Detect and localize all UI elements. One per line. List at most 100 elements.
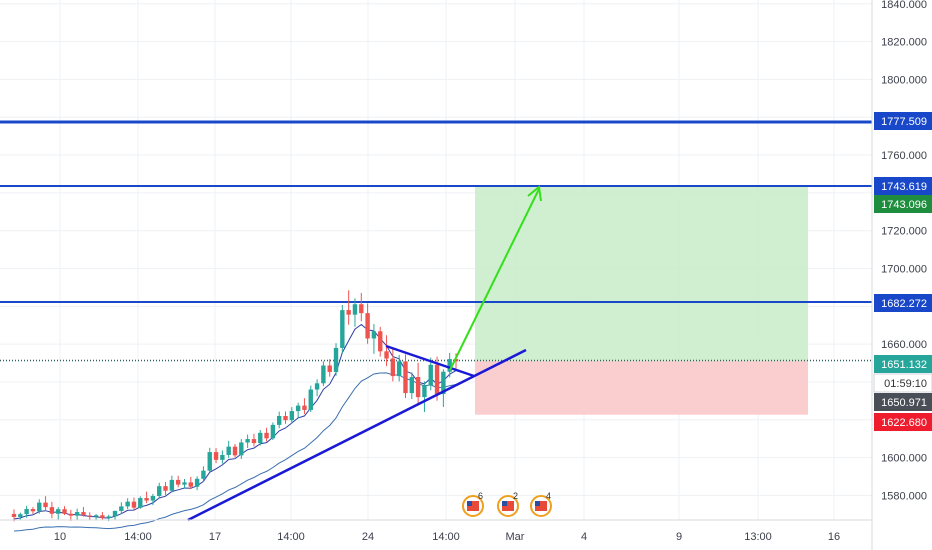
- flag-stripes: [502, 501, 514, 511]
- rising-trendline: [187, 348, 527, 522]
- candle-body: [308, 389, 313, 410]
- flag-canton: [502, 501, 507, 506]
- price-tick-label: 1600.000: [881, 453, 927, 465]
- position-zones: [475, 187, 808, 415]
- price-badge-bg: [874, 355, 932, 373]
- candle-body: [232, 446, 238, 456]
- candle-body: [352, 304, 358, 315]
- price-tick-label: 1700.000: [881, 264, 927, 276]
- us-flag-icon[interactable]: 6: [462, 491, 484, 517]
- horizontal-lines[interactable]: [0, 120, 872, 362]
- candle-body: [327, 365, 332, 372]
- candle-body: [163, 486, 168, 491]
- price-axis-bg: [872, 0, 932, 550]
- candle-body: [157, 486, 162, 496]
- price-badge-bg: [873, 373, 932, 393]
- price-badge-bg: [874, 112, 932, 130]
- candle-body: [453, 359, 459, 362]
- flag-canton: [467, 501, 472, 506]
- candle-body: [302, 405, 307, 410]
- time-tick-label: 14:00: [124, 531, 152, 543]
- candle-body: [119, 506, 124, 511]
- candle-body: [37, 502, 42, 512]
- candle-body: [314, 383, 320, 390]
- candle-body: [24, 509, 29, 515]
- flag-canton: [535, 501, 540, 506]
- time-tick-label: 4: [581, 531, 587, 543]
- falling-trendline: [385, 344, 475, 378]
- event-count: 4: [546, 491, 551, 501]
- time-tick-label: 13:00: [744, 531, 772, 543]
- target-zone: [475, 187, 808, 361]
- candle-body: [11, 513, 17, 517]
- candle-body: [359, 304, 364, 314]
- price-badge-label: 1682.272: [881, 298, 927, 310]
- candle-body: [106, 516, 111, 518]
- candle-body: [194, 478, 200, 487]
- price-tick-label: 1840.000: [881, 0, 927, 11]
- candle-body: [56, 509, 61, 514]
- candle-body: [441, 371, 446, 395]
- candle-body: [258, 432, 263, 444]
- price-badge-bg: [874, 177, 932, 195]
- candle-body: [251, 439, 257, 444]
- us-flag-icon[interactable]: 2: [497, 491, 519, 517]
- candle-body: [201, 470, 206, 479]
- candle-body: [18, 514, 23, 517]
- price-badge-label: 01:59:10: [884, 378, 927, 390]
- candle-body: [175, 479, 181, 485]
- candle-body: [403, 361, 408, 394]
- us-flag-icon[interactable]: 4: [530, 491, 552, 517]
- candle-body: [396, 361, 402, 377]
- candle-body: [428, 364, 433, 386]
- event-count: 2: [513, 491, 518, 501]
- price-badge-label: 1651.132: [881, 359, 927, 371]
- candle-body: [321, 365, 326, 384]
- candle-body: [112, 510, 118, 517]
- candle-body: [447, 359, 452, 372]
- price-badges: 1777.509 1743.619 1743.096 1682.272 1651.132…: [873, 112, 932, 431]
- event-count: 6: [478, 491, 483, 501]
- price-badge-label: 1743.619: [881, 181, 927, 193]
- candle-body: [213, 452, 219, 460]
- candle-body: [49, 507, 55, 514]
- candle-body: [43, 502, 48, 508]
- candle-body: [30, 509, 36, 512]
- time-tick-label: 10: [54, 531, 66, 543]
- candle-body: [422, 385, 427, 398]
- price-badge-bg: [874, 393, 932, 411]
- candle-body: [125, 501, 130, 507]
- candle-body: [378, 331, 383, 352]
- candle-body: [169, 479, 175, 491]
- candle-body: [144, 498, 149, 501]
- flag-stripes: [535, 501, 547, 511]
- candle-body: [390, 358, 396, 377]
- candle-body: [207, 452, 212, 471]
- price-tick-label: 1800.000: [881, 74, 927, 86]
- candle-body: [264, 432, 269, 439]
- slow-moving-average-line: [13, 372, 457, 532]
- time-axis[interactable]: 10 14:00 17 14:00 24 14:00 Mar 4 9 13:00 16: [0, 519, 872, 543]
- event-markers[interactable]: 6 2 4: [462, 491, 552, 517]
- price-tick-label: 1820.000: [881, 37, 927, 49]
- price-tick-label: 1580.000: [881, 490, 927, 502]
- candle-body: [346, 310, 351, 315]
- candle-body: [365, 313, 370, 339]
- candle-body: [384, 351, 389, 359]
- price-tick-label: 1760.000: [881, 150, 927, 162]
- candle-body: [150, 495, 156, 501]
- price-tick-label: 1660.000: [881, 339, 927, 351]
- candle-body: [226, 446, 231, 455]
- time-tick-label: 24: [362, 531, 374, 543]
- candle-body: [340, 310, 345, 348]
- candle-body: [81, 512, 86, 516]
- price-badge-bg: [874, 294, 932, 312]
- candle-body: [74, 512, 80, 516]
- candle-body: [371, 331, 377, 339]
- candle-body: [68, 513, 74, 516]
- candle-body: [93, 515, 99, 517]
- price-axis[interactable]: 1840.0001820.0001800.0001780.0001760.000…: [871, 0, 932, 550]
- price-badge-label: 1650.971: [881, 397, 927, 409]
